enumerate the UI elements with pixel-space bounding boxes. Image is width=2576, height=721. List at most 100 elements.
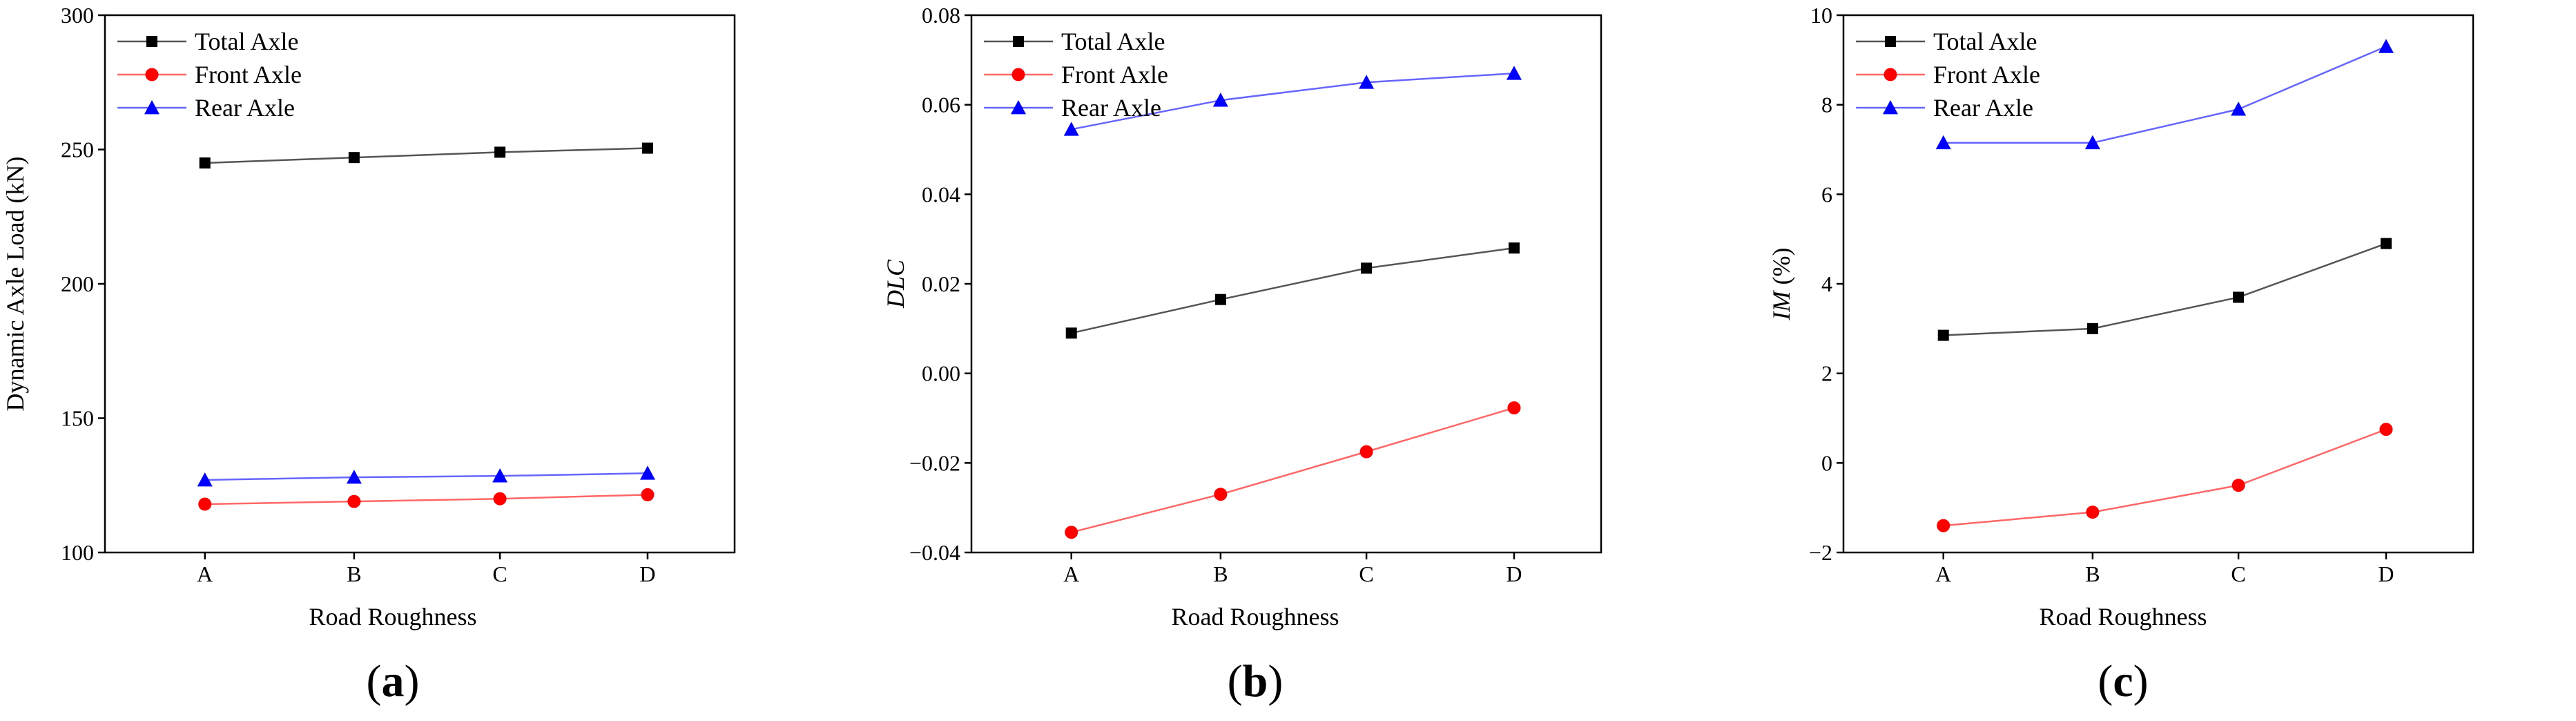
y-tick-label: 2 bbox=[1821, 361, 1832, 386]
legend-label: Total Axle bbox=[1061, 28, 1165, 55]
y-tick-label: 150 bbox=[61, 406, 94, 431]
series-rear-axle bbox=[1935, 39, 2394, 150]
x-tick-label: B bbox=[1213, 561, 1228, 586]
data-point bbox=[1507, 401, 1521, 415]
series-line bbox=[1071, 407, 1515, 534]
legend-marker bbox=[1885, 36, 1896, 47]
series-line bbox=[1943, 46, 2387, 144]
y-axis-title: DLC bbox=[882, 259, 909, 309]
y-tick-label: 0.06 bbox=[922, 93, 960, 117]
legend-marker bbox=[146, 36, 157, 47]
legend-label: Front Axle bbox=[1061, 61, 1168, 88]
chart-panel-1: 100 150 200 250 300 A B C D Road Roughness Dynamic… bbox=[1, 3, 736, 706]
data-point bbox=[2233, 291, 2245, 303]
data-point bbox=[1361, 262, 1373, 274]
y-tick-label: −0.04 bbox=[909, 540, 960, 565]
data-point bbox=[2379, 423, 2393, 436]
data-point bbox=[641, 142, 653, 154]
data-point bbox=[346, 470, 362, 484]
y-tick-label: 0.08 bbox=[922, 3, 960, 28]
data-point bbox=[494, 146, 506, 158]
legend-marker bbox=[1883, 68, 1897, 81]
data-point bbox=[2380, 238, 2392, 249]
data-point bbox=[1065, 327, 1077, 339]
y-tick-label: 100 bbox=[61, 540, 94, 565]
y-tick-label: 0.02 bbox=[922, 271, 960, 296]
y-tick-label: 10 bbox=[1810, 3, 1832, 28]
data-point bbox=[198, 497, 212, 511]
data-point bbox=[1214, 294, 1226, 305]
data-point bbox=[639, 465, 655, 480]
legend-marker bbox=[1883, 100, 1898, 115]
y-axis-title: IM (%) bbox=[1768, 248, 1795, 321]
series-total-axle bbox=[199, 142, 653, 169]
legend-label: Rear Axle bbox=[1933, 94, 2033, 122]
series-line bbox=[1943, 428, 2387, 527]
data-point bbox=[1506, 66, 1522, 80]
x-tick-label: C bbox=[492, 561, 507, 586]
data-point bbox=[1065, 526, 1078, 539]
x-axis-title: Road Roughness bbox=[2040, 603, 2207, 631]
y-tick-label: −0.02 bbox=[909, 450, 960, 475]
data-point bbox=[492, 468, 508, 483]
legend-label: Front Axle bbox=[195, 61, 302, 88]
chart-panel-2: −0.04 −0.02 0.00 0.02 0.04 0.06 0.08 A B C D Road R… bbox=[882, 3, 1602, 706]
legend: Total Axle Front Axle Rear Axle bbox=[117, 28, 302, 122]
y-tick-label: 0.00 bbox=[922, 361, 960, 386]
series-line bbox=[204, 494, 648, 506]
legend-label: Rear Axle bbox=[1061, 94, 1161, 122]
data-point bbox=[1063, 122, 1079, 136]
data-point bbox=[2084, 135, 2100, 150]
data-point bbox=[1508, 242, 1520, 254]
y-tick-label: −2 bbox=[1809, 540, 1832, 565]
x-tick-label: D bbox=[2378, 561, 2394, 586]
data-point bbox=[1359, 445, 1373, 459]
x-tick-label: B bbox=[2085, 561, 2100, 586]
x-tick-label: D bbox=[639, 561, 655, 586]
data-point bbox=[1359, 75, 1375, 89]
data-point bbox=[2231, 102, 2247, 116]
series-total-axle bbox=[1937, 238, 2392, 341]
y-tick-label: 250 bbox=[61, 137, 94, 162]
legend: Total Axle Front Axle Rear Axle bbox=[1856, 28, 2040, 122]
panel-label: (c) bbox=[2098, 656, 2148, 706]
data-point bbox=[1214, 488, 1228, 501]
series-front-axle bbox=[1937, 423, 2393, 532]
legend-marker bbox=[144, 100, 159, 115]
x-tick-label: C bbox=[1359, 561, 1373, 586]
data-point bbox=[1212, 93, 1228, 107]
series-rear-axle bbox=[197, 465, 655, 487]
x-tick-label: B bbox=[347, 561, 361, 586]
series-line bbox=[1943, 242, 2387, 336]
legend: Total Axle Front Axle Rear Axle bbox=[984, 28, 1168, 122]
x-tick-label: D bbox=[1506, 561, 1522, 586]
legend-label: Total Axle bbox=[195, 28, 298, 55]
data-point bbox=[641, 488, 655, 501]
series-front-axle bbox=[198, 488, 655, 511]
y-tick-label: 4 bbox=[1821, 271, 1832, 296]
series-line bbox=[1071, 247, 1515, 334]
data-point bbox=[1937, 519, 1950, 532]
y-tick-label: 8 bbox=[1821, 93, 1832, 117]
y-tick-label: 0.04 bbox=[922, 182, 960, 206]
data-point bbox=[1937, 329, 1949, 341]
series-line bbox=[204, 472, 648, 481]
legend-label: Front Axle bbox=[1933, 61, 2040, 88]
data-point bbox=[1935, 135, 1951, 150]
data-point bbox=[348, 152, 360, 164]
panel-label: (a) bbox=[367, 656, 420, 706]
series-total-axle bbox=[1065, 242, 1520, 339]
data-point bbox=[2086, 323, 2098, 334]
chart-panel-3: −2 0 2 4 6 8 10 A B C D Road Roughness IM (%) Total A… bbox=[1768, 3, 2475, 706]
legend-marker bbox=[1011, 100, 1026, 115]
legend-marker bbox=[1011, 68, 1025, 81]
y-tick-label: 300 bbox=[61, 3, 94, 28]
panel-label: (b) bbox=[1228, 656, 1284, 706]
data-point bbox=[199, 157, 211, 169]
legend-label: Rear Axle bbox=[195, 94, 295, 122]
data-point bbox=[197, 472, 213, 487]
data-point bbox=[347, 494, 361, 508]
series-line bbox=[1071, 73, 1515, 131]
series-rear-axle bbox=[1063, 66, 1522, 136]
